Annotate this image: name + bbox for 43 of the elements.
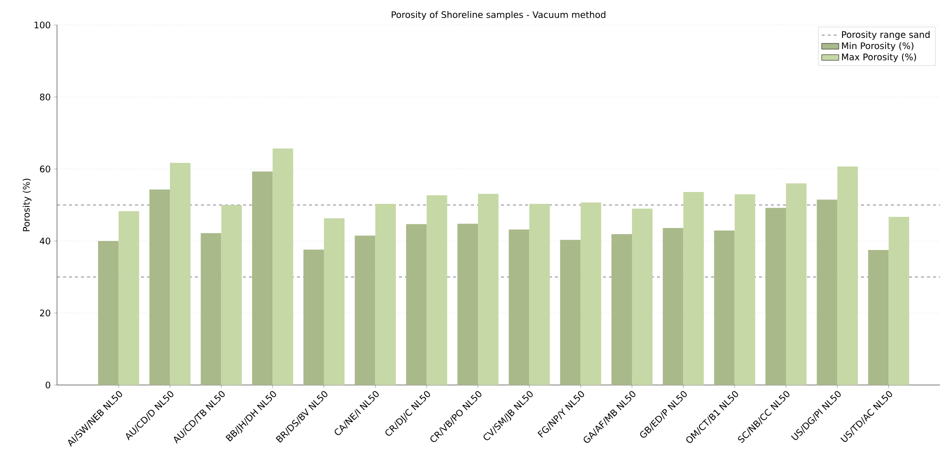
bar <box>714 230 735 385</box>
bar <box>272 148 294 385</box>
bar <box>324 218 344 385</box>
bar <box>786 183 807 385</box>
bar <box>560 240 581 385</box>
bar <box>221 204 242 385</box>
bar <box>508 229 530 385</box>
bar <box>118 211 140 385</box>
bar <box>375 204 396 385</box>
bar <box>611 234 632 385</box>
y-tick-label: 60 <box>40 166 50 172</box>
bar <box>662 228 684 385</box>
y-tick-label: 20 <box>40 310 50 316</box>
y-tick-label: 80 <box>40 94 50 100</box>
bar <box>200 233 222 385</box>
legend-label: Min Porosity (%) <box>842 42 914 51</box>
bar <box>816 200 838 385</box>
bar <box>149 190 170 385</box>
bar <box>683 192 704 385</box>
bar <box>98 240 119 385</box>
legend-label: Max Porosity (%) <box>842 53 916 62</box>
bar <box>478 194 499 385</box>
bar <box>426 195 448 385</box>
y-tick-label: 40 <box>40 238 50 244</box>
bar <box>170 162 190 385</box>
y-tick-label: 100 <box>34 22 50 28</box>
legend-label: Porosity range sand <box>842 30 930 40</box>
bar <box>765 208 786 385</box>
y-tick-label: 0 <box>46 382 50 388</box>
chart-title: Porosity of Shoreline samples - Vacuum method <box>392 11 606 20</box>
bar <box>529 204 550 385</box>
bar <box>868 250 889 385</box>
y-axis-title: Porosity (%) <box>22 178 32 232</box>
bar <box>457 224 478 385</box>
bar <box>734 194 756 385</box>
bar <box>303 250 324 385</box>
bar <box>888 216 910 385</box>
bar <box>406 224 427 385</box>
bar <box>252 172 273 385</box>
bar <box>837 166 858 385</box>
bar <box>632 208 653 385</box>
bar <box>580 202 602 385</box>
bar <box>354 236 376 385</box>
